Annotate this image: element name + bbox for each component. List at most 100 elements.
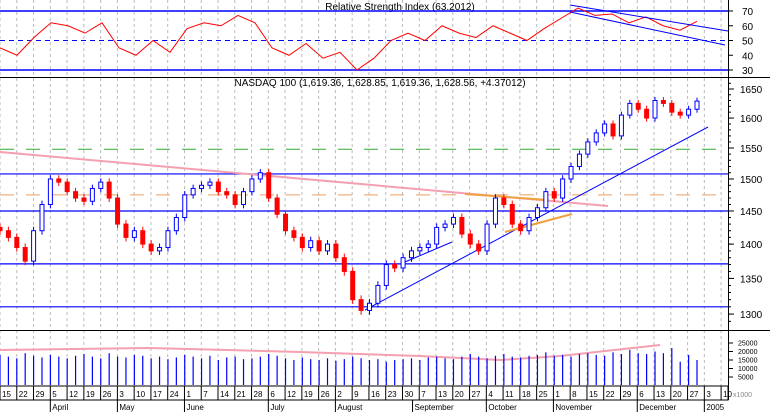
candle-up (560, 178, 566, 199)
candle-up (408, 250, 414, 259)
date-tick-label: 21 (237, 390, 246, 399)
month-label: June (186, 403, 204, 412)
candle-up (434, 226, 440, 245)
date-tick-label: 22 (606, 390, 615, 399)
candle-down (232, 194, 238, 205)
volume-axis-label: 15000 (738, 358, 758, 365)
candle-down (81, 197, 87, 202)
rsi-panel: Relative Strength Index (63.2012) 70 60 50… (0, 2, 754, 77)
date-tick-label: 12 (69, 390, 78, 399)
candle-down (509, 203, 515, 225)
candle-down (224, 191, 230, 196)
candle-down (140, 230, 146, 245)
date-tick-label: 17 (153, 390, 162, 399)
volume-axis-label: 5000 (738, 375, 754, 382)
candle-up (686, 108, 692, 116)
date-tick-label: 4 (488, 390, 493, 399)
candle-up (173, 217, 179, 232)
candle-up (165, 230, 171, 248)
candle-up (694, 100, 700, 110)
candle-up (593, 132, 599, 143)
rsi-axis-label: 60 (742, 22, 754, 33)
date-tick-label: 19 (304, 390, 313, 399)
candle-up (618, 114, 624, 137)
candle-up (89, 187, 95, 202)
candle-down (660, 100, 666, 104)
rsi-axis-label: 50 (742, 37, 754, 48)
candle-down (501, 197, 507, 205)
rsi-line (0, 7, 698, 71)
candle-up (400, 257, 406, 269)
candle-up (526, 217, 532, 232)
date-tick-label: 7 (203, 390, 208, 399)
month-label: December (639, 403, 676, 412)
date-tick-label: 20 (455, 390, 464, 399)
date-tick-label: 13 (656, 390, 665, 399)
candle-up (39, 203, 45, 232)
month-label: August (337, 403, 363, 412)
candle-down (392, 264, 398, 269)
candle-up (585, 141, 591, 155)
candle-down (5, 230, 11, 238)
candle-up (207, 181, 213, 186)
candle-down (148, 243, 154, 252)
candle-up (568, 165, 574, 180)
date-tick-label: 2 (337, 390, 342, 399)
candle-down (56, 178, 62, 183)
candle-up (484, 223, 490, 252)
rsi-trendline-lower (569, 11, 726, 46)
candle-up (190, 187, 196, 196)
month-label: 2005 (706, 403, 724, 412)
date-tick-label: 11 (505, 390, 514, 399)
month-label: April (52, 403, 68, 412)
price-axis-label: 1450 (740, 207, 763, 218)
date-tick-label: 7 (421, 390, 426, 399)
date-tick-label: 10 (136, 390, 145, 399)
volume-axis-label: 20000 (738, 349, 758, 356)
date-tick-label: 3 (119, 390, 124, 399)
candle-up (257, 172, 263, 180)
candle-down (64, 181, 70, 193)
candle-up (157, 246, 163, 252)
price-axis-label: 1350 (740, 274, 763, 285)
price-title: NASDAQ 100 (1,619.36, 1,628.85, 1,619.36… (234, 78, 525, 89)
date-tick-label: 25 (539, 390, 548, 399)
date-tick-label: 3 (706, 390, 711, 399)
month-label: May (119, 403, 134, 412)
candle-up (47, 178, 53, 205)
volume-axis-label: 25000 (738, 341, 758, 348)
candle-down (669, 102, 675, 113)
date-tick-label: 26 (103, 390, 112, 399)
price-axis-label: 1600 (740, 114, 763, 125)
price-axis-label: 1300 (740, 310, 763, 321)
candle-up (366, 302, 372, 311)
date-tick-label: 15 (589, 390, 598, 399)
rsi-axis-label: 30 (742, 66, 754, 77)
date-tick-label: 19 (86, 390, 95, 399)
candle-down (0, 226, 3, 232)
candle-down (350, 270, 356, 301)
date-tick-label: 6 (639, 390, 644, 399)
candle-up (450, 217, 456, 225)
date-tick-label: 26 (321, 390, 330, 399)
candle-down (476, 243, 482, 252)
candle-up (31, 230, 37, 262)
candle-up (534, 207, 540, 219)
candle-up (543, 191, 549, 209)
date-tick-label: 1 (186, 390, 191, 399)
chart-frame (0, 0, 770, 400)
date-tick-label: 1 (555, 390, 560, 399)
month-label: July (270, 403, 284, 412)
candle-down (333, 243, 339, 259)
candle-down (341, 257, 347, 272)
candle-up (375, 284, 381, 304)
date-tick-label: 13 (438, 390, 447, 399)
candle-up (98, 181, 104, 189)
date-tick-label: 27 (690, 390, 699, 399)
date-tick-label: 20 (673, 390, 682, 399)
month-label: October (488, 403, 517, 412)
candle-down (610, 123, 616, 137)
date-tick-label: 5 (52, 390, 57, 399)
candle-up (249, 178, 255, 193)
rsi-axis-label: 40 (742, 51, 754, 62)
